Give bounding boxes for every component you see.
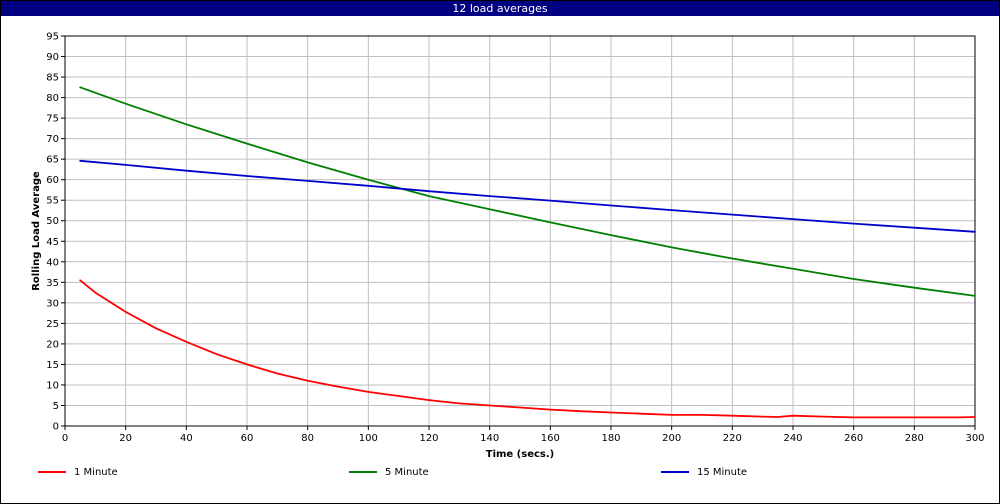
y-tick-label: 40 xyxy=(46,257,59,268)
y-axis-label: Rolling Load Average xyxy=(31,171,42,291)
x-tick-label: 120 xyxy=(419,433,438,444)
y-tick-label: 95 xyxy=(46,32,59,43)
grid xyxy=(64,35,976,427)
plot-area xyxy=(64,35,976,427)
y-tick-label: 50 xyxy=(46,216,59,227)
y-tick-label: 0 xyxy=(53,422,59,433)
y-tick-label: 25 xyxy=(46,319,59,330)
legend-label-1-minute: 1 Minute xyxy=(74,467,118,478)
legend-label-5-minute: 5 Minute xyxy=(385,467,429,478)
legend-item-15-minute: 15 Minute xyxy=(661,466,747,480)
legend-swatch-green xyxy=(349,471,377,473)
x-tick-label: 280 xyxy=(905,433,924,444)
y-tick-label: 85 xyxy=(46,73,59,84)
y-tick-label: 10 xyxy=(46,380,59,391)
x-tick-label: 160 xyxy=(541,433,560,444)
x-tick-label: 260 xyxy=(844,433,863,444)
x-tick-label: 140 xyxy=(480,433,499,444)
series-line-15-minute xyxy=(79,159,976,233)
series-lines xyxy=(79,86,976,419)
x-tick-label: 240 xyxy=(783,433,802,444)
x-tick-label: 20 xyxy=(119,433,132,444)
legend-item-5-minute: 5 Minute xyxy=(349,466,429,480)
y-tick-label: 5 xyxy=(53,401,59,412)
legend-swatch-red xyxy=(38,471,66,473)
legend-label-15-minute: 15 Minute xyxy=(697,467,748,478)
y-tick-label: 70 xyxy=(46,134,59,145)
series-line-1-minute xyxy=(79,279,976,419)
y-tick-label: 15 xyxy=(46,360,59,371)
x-tick-label: 60 xyxy=(241,433,254,444)
series-line-5-minute xyxy=(79,86,976,297)
legend-item-1-minute: 1 Minute xyxy=(38,466,118,480)
legend-swatch-blue xyxy=(661,471,689,473)
y-tick-label: 45 xyxy=(46,237,59,248)
y-tick-label: 60 xyxy=(46,175,59,186)
axis-ticks: 0 20 40 60 80 100 120 140 160 180 200 220 240 260 280 3… xyxy=(46,32,984,445)
x-tick-label: 180 xyxy=(601,433,620,444)
x-axis-label: Time (secs.) xyxy=(486,449,555,460)
window-title: 12 load averages xyxy=(1,1,999,16)
x-tick-label: 220 xyxy=(723,433,742,444)
x-tick-label: 300 xyxy=(965,433,984,444)
y-tick-label: 30 xyxy=(46,298,59,309)
y-tick-label: 90 xyxy=(46,52,59,63)
y-tick-label: 35 xyxy=(46,278,59,289)
x-tick-label: 40 xyxy=(180,433,193,444)
y-tick-label: 55 xyxy=(46,196,59,207)
x-tick-label: 80 xyxy=(301,433,314,444)
y-tick-label: 80 xyxy=(46,93,59,104)
x-tick-label: 0 xyxy=(62,433,68,444)
y-tick-label: 65 xyxy=(46,155,59,166)
x-tick-label: 100 xyxy=(359,433,378,444)
y-tick-label: 75 xyxy=(46,114,59,125)
x-tick-label: 200 xyxy=(662,433,681,444)
y-tick-label: 20 xyxy=(46,339,59,350)
